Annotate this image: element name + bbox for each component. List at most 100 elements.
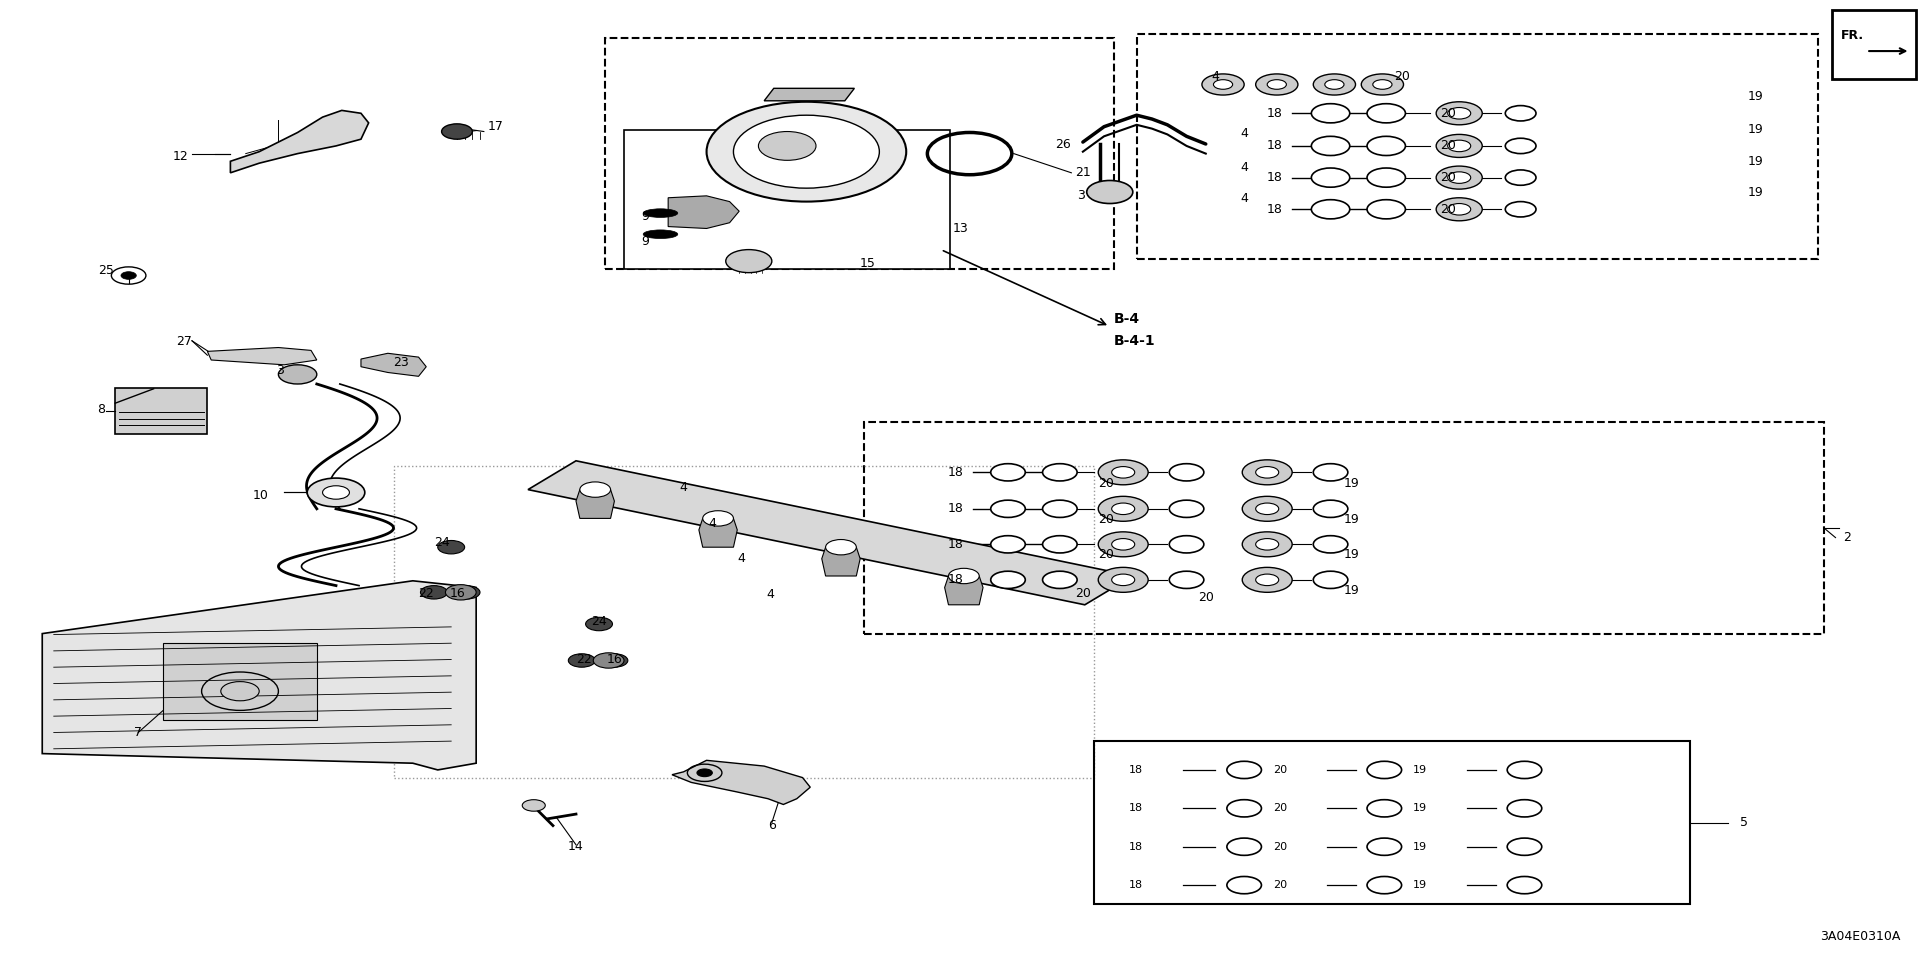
Text: 18: 18 <box>1129 880 1142 890</box>
Polygon shape <box>230 110 369 173</box>
Circle shape <box>420 586 447 599</box>
Circle shape <box>1313 74 1356 95</box>
Circle shape <box>1256 574 1279 586</box>
Circle shape <box>1256 74 1298 95</box>
Circle shape <box>1313 500 1348 517</box>
Circle shape <box>1311 104 1350 123</box>
Polygon shape <box>822 547 860 576</box>
Text: 14: 14 <box>568 840 584 853</box>
Text: 9: 9 <box>641 210 649 224</box>
Text: 19: 19 <box>1747 186 1763 200</box>
Circle shape <box>1367 136 1405 156</box>
Text: 27: 27 <box>177 335 192 348</box>
Circle shape <box>1256 503 1279 515</box>
Circle shape <box>1436 102 1482 125</box>
Text: 19: 19 <box>1413 880 1427 890</box>
Text: 20: 20 <box>1075 587 1091 600</box>
Text: 19: 19 <box>1413 842 1427 852</box>
Circle shape <box>1043 571 1077 588</box>
Circle shape <box>1448 204 1471 215</box>
Circle shape <box>1367 761 1402 779</box>
Circle shape <box>580 482 611 497</box>
Circle shape <box>1098 496 1148 521</box>
Text: 18: 18 <box>1267 139 1283 153</box>
Text: 17: 17 <box>488 120 503 133</box>
Circle shape <box>1098 567 1148 592</box>
Text: 18: 18 <box>1129 804 1142 813</box>
Circle shape <box>1448 108 1471 119</box>
Circle shape <box>1448 172 1471 183</box>
Polygon shape <box>576 490 614 518</box>
Circle shape <box>1227 800 1261 817</box>
Circle shape <box>1169 536 1204 553</box>
Text: 20: 20 <box>1273 765 1286 775</box>
Text: 20: 20 <box>1440 139 1455 153</box>
Text: 3: 3 <box>276 364 284 377</box>
Bar <box>1832 10 1916 79</box>
Text: 13: 13 <box>952 222 968 235</box>
Text: 4: 4 <box>708 516 716 530</box>
Circle shape <box>323 486 349 499</box>
Circle shape <box>1325 80 1344 89</box>
Bar <box>864 422 1824 634</box>
Text: 15: 15 <box>860 256 876 270</box>
Circle shape <box>1505 106 1536 121</box>
Circle shape <box>593 653 624 668</box>
Text: 18: 18 <box>1129 765 1142 775</box>
Text: 5: 5 <box>1740 816 1747 829</box>
Circle shape <box>1367 200 1405 219</box>
Bar <box>115 388 207 434</box>
Circle shape <box>1367 876 1402 894</box>
Text: 20: 20 <box>1440 203 1455 216</box>
Circle shape <box>1256 539 1279 550</box>
Circle shape <box>1436 198 1482 221</box>
Text: 22: 22 <box>419 587 434 600</box>
Text: 18: 18 <box>1267 107 1283 120</box>
Text: 21: 21 <box>1075 166 1091 180</box>
Text: 19: 19 <box>1344 477 1359 491</box>
Polygon shape <box>668 196 739 228</box>
Circle shape <box>991 536 1025 553</box>
Text: 10: 10 <box>253 489 269 502</box>
Circle shape <box>1367 104 1405 123</box>
Circle shape <box>1256 467 1279 478</box>
Circle shape <box>1361 74 1404 95</box>
Text: 3A04E0310A: 3A04E0310A <box>1820 929 1901 943</box>
Circle shape <box>991 500 1025 517</box>
Circle shape <box>1242 567 1292 592</box>
Circle shape <box>568 654 595 667</box>
Circle shape <box>1169 571 1204 588</box>
Circle shape <box>1267 80 1286 89</box>
Text: 19: 19 <box>1344 513 1359 526</box>
Polygon shape <box>361 353 426 376</box>
Circle shape <box>453 586 480 599</box>
Circle shape <box>1169 500 1204 517</box>
Circle shape <box>991 464 1025 481</box>
Circle shape <box>1436 166 1482 189</box>
Circle shape <box>601 654 628 667</box>
Ellipse shape <box>643 208 678 218</box>
Text: 18: 18 <box>1267 171 1283 184</box>
Text: 9: 9 <box>641 235 649 249</box>
Circle shape <box>1311 168 1350 187</box>
Circle shape <box>1367 800 1402 817</box>
Ellipse shape <box>643 229 678 239</box>
Text: 4: 4 <box>766 588 774 601</box>
Circle shape <box>1098 532 1148 557</box>
Circle shape <box>522 800 545 811</box>
Text: 16: 16 <box>449 587 465 600</box>
Circle shape <box>726 250 772 273</box>
Circle shape <box>586 617 612 631</box>
Circle shape <box>1227 876 1261 894</box>
Circle shape <box>1505 202 1536 217</box>
Polygon shape <box>764 88 854 101</box>
Circle shape <box>948 568 979 584</box>
Circle shape <box>1202 74 1244 95</box>
Bar <box>624 130 950 269</box>
Text: 19: 19 <box>1344 548 1359 562</box>
Text: 20: 20 <box>1273 842 1286 852</box>
Circle shape <box>1112 467 1135 478</box>
Text: 20: 20 <box>1273 880 1286 890</box>
Circle shape <box>1112 503 1135 515</box>
Text: 4: 4 <box>737 552 745 565</box>
